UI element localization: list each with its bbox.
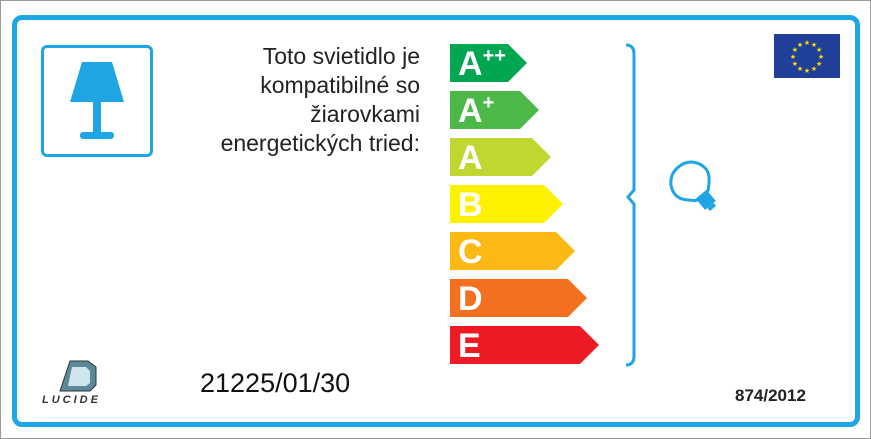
class-letter: C [458,233,483,271]
class-letter: A [458,45,483,83]
eu-star: ★ [797,65,803,73]
eu-star: ★ [811,41,817,49]
eu-star: ★ [790,53,796,61]
eu-star: ★ [818,53,824,61]
energy-class-c: C [450,232,575,270]
eu-star: ★ [804,67,810,75]
energy-class-app: A++ [450,44,527,82]
eu-star: ★ [797,41,803,49]
svg-text:LUCIDE: LUCIDE [42,394,101,405]
eu-star: ★ [792,60,798,68]
model-number: 21225/01/30 [200,368,351,398]
energy-class-b: B [450,185,563,223]
class-suffix: ++ [482,45,506,67]
energy-class-a: A [450,138,551,176]
eu-star: ★ [792,46,798,54]
eu-star: ★ [811,65,817,73]
energy-class-ap: A+ [450,91,539,129]
desc-line: žiarovkami [310,101,420,127]
eu-star: ★ [816,60,822,68]
energy-class-d: D [450,279,587,317]
class-letter: E [458,327,481,365]
eu-star: ★ [816,46,822,54]
table-lamp-icon [41,45,153,157]
desc-line: Toto svietidlo je [262,43,420,69]
class-letter: B [458,186,483,224]
light-bulb-icon [669,160,717,212]
lucide-logo: LUCIDE [40,355,120,410]
class-letter: D [458,280,483,318]
compatibility-text: Toto svietidlo je kompatibilné so žiarov… [190,42,420,158]
energy-class-e: E [450,326,599,364]
desc-line: kompatibilné so [260,72,420,98]
desc-line: energetických tried: [220,130,420,156]
eu-star: ★ [804,39,810,47]
class-suffix: + [482,92,495,114]
class-letter: A [458,92,483,130]
label-frame [12,15,860,427]
class-letter: A [458,139,483,177]
regulation-number: 874/2012 [735,386,806,405]
eu-flag-icon: ★ ★ ★ ★ ★ ★ ★ ★ ★ ★ ★ ★ [774,34,840,78]
bracket [625,43,636,367]
